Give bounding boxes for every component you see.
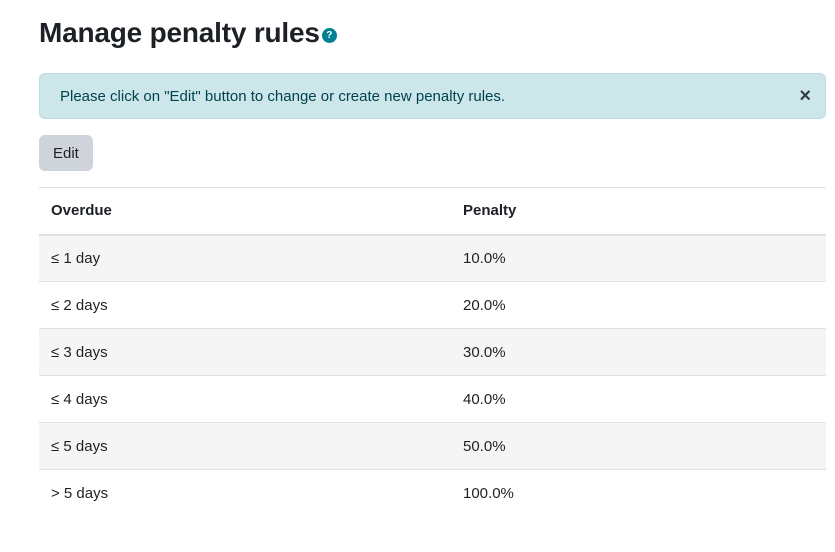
column-header-overdue: Overdue — [39, 187, 451, 236]
penalty-cell: 100.0% — [463, 484, 514, 502]
penalty-cell: 10.0% — [451, 234, 826, 282]
heading-row: Manage penalty rules ? — [39, 0, 826, 66]
table-row: > 5 days 100.0% — [39, 470, 826, 517]
penalty-cell: 40.0% — [451, 375, 826, 423]
page-title: Manage penalty rules — [39, 17, 320, 48]
overdue-cell: ≤ 5 days — [39, 422, 451, 470]
close-icon[interactable]: × — [799, 85, 811, 107]
table-row: ≤ 4 days 40.0% — [39, 375, 826, 423]
overdue-cell: ≤ 4 days — [39, 375, 451, 423]
table-row: ≤ 5 days 50.0% — [39, 422, 826, 470]
table-header-row: Overdue Penalty — [39, 187, 826, 236]
penalty-cell: 30.0% — [451, 328, 826, 376]
table-row: ≤ 1 day 10.0% — [39, 234, 826, 282]
table-row: ≤ 3 days 30.0% — [39, 328, 826, 376]
overdue-cell: > 5 days — [51, 484, 109, 502]
alert-message: Please click on "Edit" button to change … — [60, 87, 506, 105]
overdue-cell: ≤ 2 days — [39, 281, 451, 329]
penalty-cell: 50.0% — [451, 422, 826, 470]
help-icon[interactable]: ? — [321, 27, 337, 43]
penalty-rules-table: Overdue Penalty ≤ 1 day 10.0% ≤ 2 days 2… — [39, 187, 826, 517]
overdue-cell: ≤ 3 days — [39, 328, 451, 376]
penalty-cell: 20.0% — [451, 281, 826, 329]
table-row: ≤ 2 days 20.0% — [39, 281, 826, 329]
edit-button[interactable]: Edit — [39, 135, 93, 171]
overdue-cell: ≤ 1 day — [39, 234, 451, 282]
column-header-penalty: Penalty — [451, 187, 826, 236]
page-content: Manage penalty rules ? Please click on "… — [39, 0, 826, 517]
info-alert: Please click on "Edit" button to change … — [39, 73, 826, 119]
